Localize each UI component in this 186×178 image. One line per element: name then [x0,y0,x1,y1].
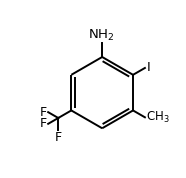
Text: F: F [40,117,47,130]
Text: F: F [55,131,62,144]
Text: F: F [40,106,47,119]
Text: CH$_3$: CH$_3$ [146,110,170,125]
Text: NH$_2$: NH$_2$ [88,28,114,43]
Text: I: I [146,61,150,74]
